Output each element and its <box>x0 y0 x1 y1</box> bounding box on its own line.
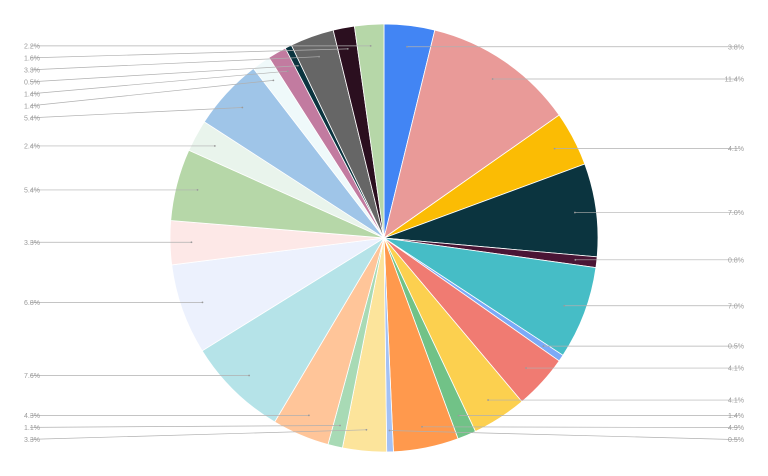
slice-label-18: 3.3% <box>24 240 40 247</box>
slice-label-2: 11.4% <box>725 76 744 83</box>
leader-dot-7 <box>542 345 545 348</box>
leader-dot-20 <box>213 145 216 147</box>
slice-label-17: 6.8% <box>24 300 40 307</box>
leader-line-25 <box>29 56 320 71</box>
slice-label-3: 4.1% <box>728 146 744 153</box>
leader-dot-4 <box>574 211 576 214</box>
slice-label-25: 3.3% <box>24 67 40 74</box>
slice-label-20: 2.4% <box>24 143 40 150</box>
slice-label-10: 1.4% <box>728 413 744 420</box>
slice-label-19: 5.4% <box>24 187 40 194</box>
leader-dot-24 <box>296 64 299 67</box>
leader-dot-17 <box>201 301 204 304</box>
leader-dot-26 <box>346 47 349 50</box>
slice-label-24: 0.5% <box>24 79 40 86</box>
leader-line-22 <box>29 79 274 107</box>
leader-dot-15 <box>307 414 310 417</box>
leader-lines <box>29 44 739 440</box>
leader-dot-18 <box>190 241 193 244</box>
slice-label-22: 1.4% <box>24 103 40 110</box>
slice-label-16: 7.6% <box>24 373 40 380</box>
leader-line-14 <box>29 425 341 428</box>
slice-label-8: 4.1% <box>728 366 744 373</box>
leader-dot-27 <box>369 44 372 47</box>
leader-dot-9 <box>487 399 489 401</box>
slice-label-11: 4.9% <box>728 425 744 432</box>
leader-dot-25 <box>318 55 320 58</box>
leader-line-23 <box>29 70 288 95</box>
leader-dot-12 <box>388 429 391 432</box>
leader-dot-3 <box>553 147 556 150</box>
leader-line-26 <box>29 48 348 59</box>
slice-label-21: 5.4% <box>24 115 40 122</box>
leader-dot-11 <box>421 425 423 428</box>
leader-line-24 <box>29 65 298 83</box>
leader-dot-1 <box>406 45 408 48</box>
slice-label-1: 3.8% <box>728 44 744 51</box>
slice-label-4: 7.0% <box>728 210 744 217</box>
leader-dot-8 <box>525 367 527 369</box>
leader-dot-19 <box>196 189 199 191</box>
leader-dot-2 <box>491 78 494 80</box>
slice-label-26: 1.6% <box>24 55 40 62</box>
leader-dot-21 <box>241 106 244 109</box>
slice-label-6: 7.0% <box>728 303 744 310</box>
slice-label-15: 4.3% <box>24 413 40 420</box>
slice-label-7: 0.5% <box>728 344 744 351</box>
slice-label-27: 2.2% <box>24 43 40 50</box>
leader-dot-13 <box>365 428 368 431</box>
slice-label-14: 1.1% <box>24 425 40 432</box>
leader-line-21 <box>29 107 243 119</box>
leader-dot-22 <box>272 79 275 82</box>
pie-slice-16 <box>201 237 385 423</box>
leader-dot-5 <box>574 258 577 261</box>
slice-label-5: 0.8% <box>728 257 744 264</box>
leader-line-11 <box>422 426 739 428</box>
leader-dot-23 <box>286 70 289 73</box>
leader-line-12 <box>389 430 739 440</box>
leader-dot-10 <box>457 414 460 417</box>
slice-label-9: 4.1% <box>728 398 744 405</box>
pie-slices <box>169 23 599 453</box>
pie-slice-27 <box>353 23 385 239</box>
slice-label-23: 1.4% <box>24 91 40 98</box>
pie-slice-2 <box>383 29 560 239</box>
leader-line-13 <box>29 429 367 440</box>
slice-labels: 3.8% 11.4% 4.1% 7.0% 0.8% 7.0% 0.5% 4.1% 4.1% 1.4… <box>24 43 744 444</box>
slice-label-13: 3.3% <box>24 437 40 444</box>
leader-dot-6 <box>563 304 566 307</box>
slice-label-12: 0.5% <box>728 437 744 444</box>
leader-dot-14 <box>339 424 341 427</box>
leader-dot-16 <box>248 374 251 377</box>
